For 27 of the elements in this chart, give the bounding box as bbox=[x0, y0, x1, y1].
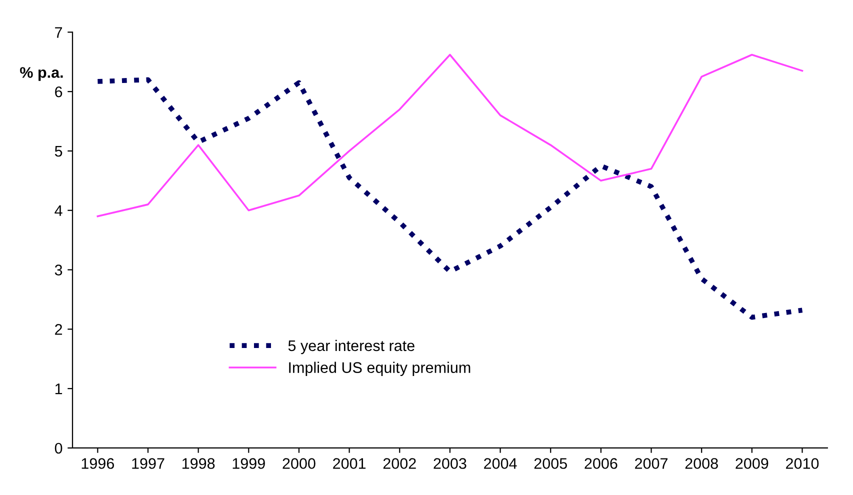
y-axis-title: % p.a. bbox=[20, 67, 63, 81]
legend-label: Implied US equity premium bbox=[289, 362, 470, 376]
x-tick-label: 2002 bbox=[383, 458, 416, 469]
x-tick-label: 1998 bbox=[182, 458, 215, 469]
y-tick-label: 0 bbox=[54, 442, 62, 454]
y-tick-label: 2 bbox=[55, 324, 62, 335]
y-tick-label: 6 bbox=[55, 86, 62, 98]
y-tick-label: 3 bbox=[54, 264, 62, 276]
x-tick-label: 2009 bbox=[736, 458, 768, 469]
x-tick-label: 2006 bbox=[584, 458, 618, 469]
y-tick-label: 5 bbox=[54, 146, 62, 157]
x-tick-label: 2005 bbox=[534, 458, 567, 469]
x-tick-label: 1996 bbox=[82, 458, 114, 469]
line-series bbox=[96, 54, 804, 218]
x-tick-label: 2000 bbox=[282, 458, 316, 469]
y-tick-label: 1 bbox=[55, 384, 62, 394]
x-tick-label: 2010 bbox=[786, 458, 819, 469]
x-tick-label: 2001 bbox=[333, 458, 366, 469]
y-tick-label: 7 bbox=[55, 27, 62, 38]
x-tick-label: 2007 bbox=[635, 458, 668, 469]
x-tick-label: 2008 bbox=[685, 458, 718, 469]
x-tick-label: 2003 bbox=[434, 458, 466, 469]
legend-label: 5 year interest rate bbox=[288, 340, 414, 354]
x-tick-label: 1999 bbox=[232, 458, 265, 469]
y-tick-label: 4 bbox=[54, 205, 62, 216]
x-tick-label: 1997 bbox=[132, 458, 164, 469]
x-tick-label: 2004 bbox=[484, 458, 517, 469]
